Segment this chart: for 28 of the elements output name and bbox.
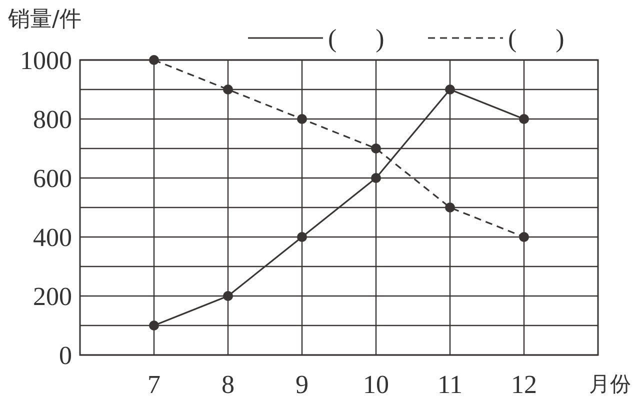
- point: [223, 84, 233, 94]
- x-axis-title: 月份: [589, 372, 631, 396]
- point: [223, 291, 233, 301]
- x-tick-label: 9: [296, 370, 308, 397]
- y-tick-label: 600: [33, 164, 72, 194]
- y-tick-label: 400: [33, 223, 72, 252]
- point: [371, 144, 381, 154]
- point: [297, 232, 307, 242]
- y-tick-label: 0: [59, 341, 72, 370]
- point: [149, 320, 159, 330]
- x-tick-label: 8: [222, 370, 234, 397]
- point: [371, 173, 381, 183]
- point: [149, 55, 159, 65]
- point: [445, 84, 455, 94]
- y-tick-label: 800: [33, 105, 72, 134]
- legend-label: ( ): [508, 24, 564, 54]
- x-tick-label: 7: [148, 370, 160, 397]
- point: [519, 232, 529, 242]
- point: [297, 114, 307, 124]
- point: [445, 202, 455, 212]
- point: [519, 114, 529, 124]
- y-axis-title: 销量/件: [7, 7, 82, 32]
- y-tick-label: 1000: [20, 46, 72, 76]
- x-tick-label: 12: [511, 370, 537, 397]
- x-tick-label: 11: [437, 370, 463, 397]
- y-tick-label: 200: [33, 282, 72, 312]
- legend-label: ( ): [328, 24, 384, 54]
- x-tick-label: 10: [363, 370, 389, 397]
